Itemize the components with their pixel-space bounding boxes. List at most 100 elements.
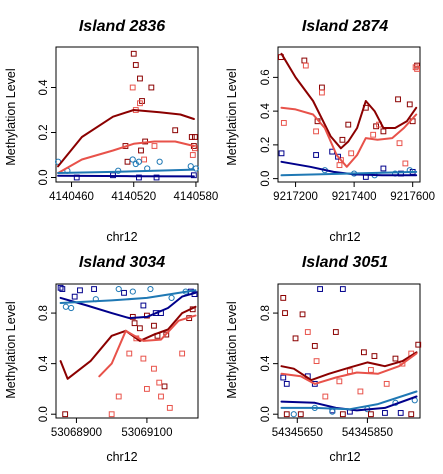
data-point-dark-red	[345, 121, 352, 128]
smooth-line-dark-red	[280, 351, 418, 382]
data-point-dark-blue	[57, 284, 64, 291]
data-point-dark-red	[148, 84, 155, 91]
data-point-dark-blue	[397, 410, 404, 416]
data-point-dark-red	[136, 325, 143, 332]
data-point-light-red	[348, 150, 355, 157]
data-point-dark-red	[414, 62, 420, 69]
data-point-dark-red	[395, 96, 401, 103]
data-point-light-red	[151, 365, 157, 372]
data-point-dark-red	[137, 75, 143, 82]
data-point-dark-red	[131, 320, 138, 327]
data-point-light-red	[129, 84, 136, 91]
data-point-light-red	[191, 145, 198, 152]
data-point-light-red	[313, 128, 319, 135]
data-point-dark-red	[299, 311, 306, 318]
data-point-dark-blue	[339, 286, 346, 292]
y-tick-label: 0.0	[38, 170, 50, 186]
data-point-dark-blue	[153, 174, 160, 181]
y-tick-label: 0.0	[260, 171, 272, 187]
data-point-light-red	[336, 162, 343, 169]
smooth-line-light-blue	[280, 390, 418, 411]
smooth-line-light-blue	[280, 170, 418, 177]
y-tick-label: 0.0	[38, 406, 50, 422]
data-point-dark-blue	[283, 380, 290, 387]
y-axis-label: Methylation Level	[4, 68, 18, 165]
smooth-line-dark-red	[57, 109, 195, 168]
data-point-dark-red	[191, 134, 198, 140]
data-point-dark-red	[172, 127, 179, 134]
y-tick-label: 0.4	[260, 355, 272, 372]
data-point-dark-blue	[380, 165, 387, 172]
data-point-light-red	[383, 380, 390, 387]
data-point-light-red	[126, 350, 133, 357]
data-point-light-red	[412, 64, 419, 71]
data-point-light-red	[322, 393, 329, 400]
smooth-line-dark-red	[280, 52, 418, 150]
data-point-light-red	[108, 411, 115, 418]
data-point-dark-red	[373, 123, 379, 130]
data-point-light-red	[140, 355, 147, 362]
data-point-dark-blue	[121, 289, 127, 296]
data-point-dark-red	[292, 335, 299, 342]
data-point-light-red	[368, 367, 374, 373]
panel-title: Island 2874	[302, 18, 388, 35]
data-point-light-blue	[156, 158, 163, 165]
data-point-dark-blue	[77, 287, 83, 294]
data-point-light-blue	[168, 294, 175, 302]
smooth-line-light-red	[280, 106, 418, 168]
plot-area: 54345650 54345850 0.0 0.4 0.8	[260, 283, 422, 439]
data-point-light-blue	[329, 408, 336, 415]
data-point-dark-red	[151, 322, 157, 329]
data-point-light-red	[396, 140, 403, 147]
data-point-light-blue	[192, 165, 200, 172]
data-point-light-blue	[135, 158, 143, 165]
data-point-light-red	[115, 393, 122, 400]
data-point-dark-blue	[140, 302, 147, 309]
data-point-light-blue	[68, 304, 75, 312]
x-axis-label: chr12	[329, 230, 360, 244]
panel-island-3051: Island 3051 chr12 Methylation Level 5434…	[225, 254, 422, 464]
data-point-dark-blue	[335, 153, 341, 160]
plot-area: 53068900 53069100 0.0 0.4 0.8	[38, 283, 199, 439]
data-point-light-red	[414, 66, 420, 72]
data-point-dark-red	[138, 147, 144, 154]
y-tick-label: 0.4	[260, 103, 272, 120]
panel-island-2874: Island 2874 chr12 Methylation Level 9217…	[225, 18, 435, 244]
data-point-dark-red	[62, 411, 69, 418]
y-axis-label: Methylation Level	[225, 301, 239, 398]
data-point-light-red	[166, 404, 173, 411]
data-point-dark-red	[188, 134, 195, 140]
smooth-line-dark-blue	[59, 291, 197, 320]
data-point-light-red	[313, 358, 320, 365]
data-point-dark-blue	[313, 152, 319, 158]
data-point-dark-red	[124, 158, 131, 165]
data-point-dark-red	[319, 84, 325, 91]
data-point-light-red	[179, 350, 186, 357]
x-tick-label: 53068900	[51, 427, 102, 439]
plot-area: 4140460 4140520 4140580 0.0 0.2 0.4	[38, 46, 218, 203]
data-point-dark-red	[408, 411, 415, 418]
data-point-light-red	[304, 329, 311, 335]
y-tick-label: 0.4	[38, 79, 50, 96]
smooth-line-dark-blue	[57, 174, 195, 178]
data-point-dark-red	[282, 310, 288, 316]
data-point-dark-blue	[59, 286, 66, 292]
data-point-dark-red	[371, 353, 378, 359]
data-point-light-red	[338, 157, 344, 163]
data-point-dark-red	[163, 331, 170, 338]
data-point-light-red	[144, 386, 150, 392]
data-point-light-red	[189, 152, 196, 158]
panel-island-3034: Island 3034 chr12 Methylation Level 5306…	[4, 254, 199, 464]
data-point-dark-red	[368, 411, 374, 418]
x-tick-label: 4140460	[49, 191, 94, 203]
data-point-dark-red	[415, 341, 422, 348]
y-tick-label: 0.2	[260, 137, 272, 153]
data-point-light-red	[141, 156, 148, 163]
data-point-dark-red	[361, 349, 367, 356]
smooth-line-light-red	[57, 140, 195, 174]
y-tick-label: 0.8	[260, 305, 272, 321]
y-axis-label: Methylation Level	[4, 301, 18, 398]
y-tick-label: 0.0	[260, 406, 272, 422]
y-axis-label: Methylation Level	[225, 68, 239, 165]
